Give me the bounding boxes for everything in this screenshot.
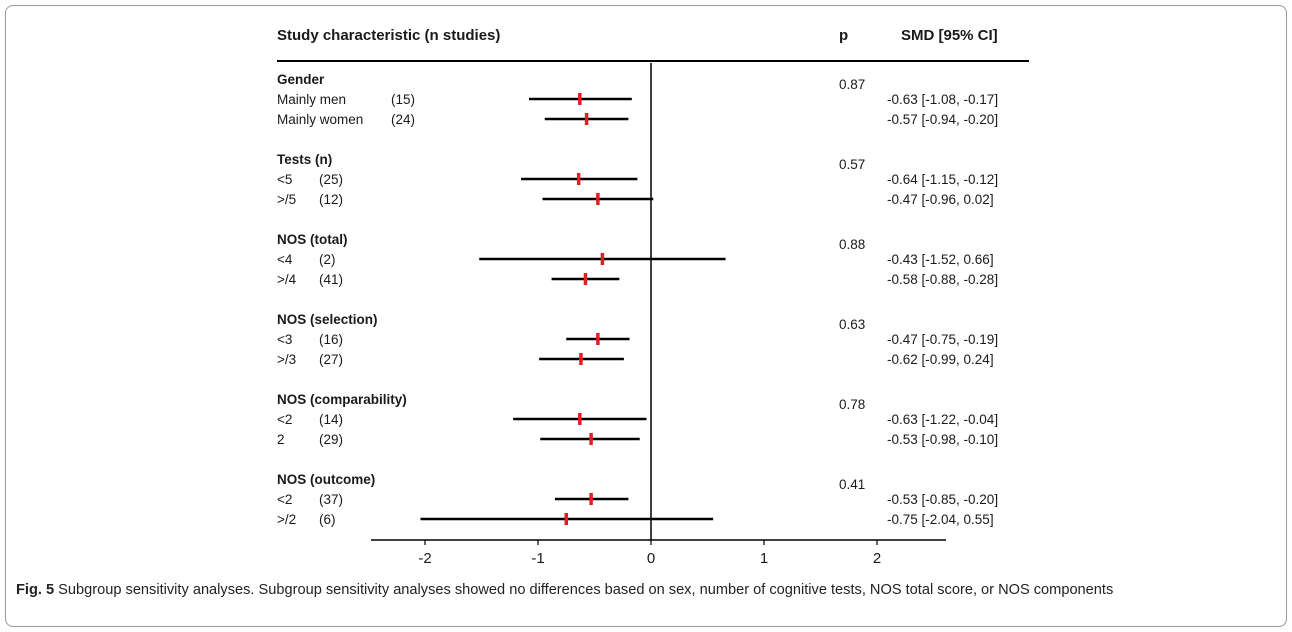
row-label: 2 <box>277 432 285 447</box>
row-smd-ci: -0.43 [-1.52, 0.66] <box>887 252 994 267</box>
row-label: >/3 <box>277 352 296 367</box>
row-label: >/4 <box>277 272 297 287</box>
row-smd-ci: -0.63 [-1.22, -0.04] <box>887 412 998 427</box>
header-characteristic: Study characteristic (n studies) <box>277 27 500 44</box>
subgroup-p-value: 0.88 <box>839 237 865 252</box>
subgroup: Tests (n) 0.57 <5 (25) -0.64 [-1.15, -0.12] >… <box>277 152 998 207</box>
smd-marker <box>589 493 593 505</box>
row-label: <2 <box>277 412 292 427</box>
caption-label: Fig. 5 <box>16 582 55 598</box>
row-label: <5 <box>277 172 292 187</box>
figure-caption: Fig. 5 Subgroup sensitivity analyses. Su… <box>16 580 1274 600</box>
row-n-studies: (37) <box>319 492 343 507</box>
subgroup-title: NOS (comparability) <box>277 392 407 407</box>
row-label: <2 <box>277 492 292 507</box>
row-smd-ci: -0.53 [-0.85, -0.20] <box>887 492 998 507</box>
subgroup-p-value: 0.78 <box>839 397 865 412</box>
row-n-studies: (15) <box>391 92 415 107</box>
x-tick-label: 1 <box>760 550 768 567</box>
subgroup: Gender 0.87 Mainly men (15) -0.63 [-1.08, -0… <box>277 72 998 127</box>
forest-plot: Study characteristic (n studies) p SMD [… <box>277 27 1029 567</box>
figure-frame: Study characteristic (n studies) p SMD [… <box>5 5 1287 627</box>
row-smd-ci: -0.47 [-0.75, -0.19] <box>887 332 998 347</box>
subgroup-title: NOS (total) <box>277 232 348 247</box>
x-tick-label: 0 <box>647 550 655 567</box>
smd-marker <box>583 273 588 285</box>
subgroup: NOS (total) 0.88 <4 (2) -0.43 [-1.52, 0.66] >… <box>277 232 998 287</box>
row-n-studies: (41) <box>319 272 343 287</box>
row-n-studies: (29) <box>319 432 343 447</box>
x-tick-label: -2 <box>418 550 431 567</box>
row-label: Mainly women <box>277 112 363 127</box>
table-header: Study characteristic (n studies) p SMD [… <box>277 27 1029 62</box>
smd-marker <box>584 113 589 125</box>
caption-text: Subgroup sensitivity analyses. Subgroup … <box>58 582 1114 598</box>
row-smd-ci: -0.62 [-0.99, 0.24] <box>887 352 994 367</box>
row-smd-ci: -0.53 [-0.98, -0.10] <box>887 432 998 447</box>
smd-marker <box>578 93 582 105</box>
row-n-studies: (25) <box>319 172 343 187</box>
subgroup: NOS (comparability) 0.78 <2 (14) -0.63 [-1.2… <box>277 392 998 447</box>
row-n-studies: (24) <box>391 112 415 127</box>
subgroup-title: NOS (outcome) <box>277 472 375 487</box>
x-axis: -2 -1 0 1 2 <box>371 63 946 567</box>
smd-marker <box>596 333 600 345</box>
subgroup: NOS (outcome) 0.41 <2 (37) -0.53 [-0.85, -0.… <box>277 472 998 527</box>
subgroup-p-value: 0.57 <box>839 157 865 172</box>
row-label: <4 <box>277 252 293 267</box>
smd-marker <box>589 433 593 445</box>
row-n-studies: (27) <box>319 352 343 367</box>
subgroup-p-value: 0.87 <box>839 77 865 92</box>
row-label: >/5 <box>277 192 296 207</box>
row-smd-ci: -0.57 [-0.94, -0.20] <box>887 112 998 127</box>
header-p: p <box>839 27 848 44</box>
row-label: >/2 <box>277 512 296 527</box>
subgroup: NOS (selection) 0.63 <3 (16) -0.47 [-0.75, -… <box>277 312 998 367</box>
smd-marker <box>596 193 600 205</box>
row-n-studies: (6) <box>319 512 336 527</box>
row-n-studies: (16) <box>319 332 343 347</box>
row-smd-ci: -0.47 [-0.96, 0.02] <box>887 192 994 207</box>
row-n-studies: (2) <box>319 252 336 267</box>
x-tick-label: 2 <box>873 550 881 567</box>
smd-marker <box>579 353 583 365</box>
subgroup-p-value: 0.41 <box>839 477 865 492</box>
row-label: Mainly men <box>277 92 346 107</box>
subgroup-title: Tests (n) <box>277 152 332 167</box>
row-n-studies: (12) <box>319 192 343 207</box>
row-smd-ci: -0.75 [-2.04, 0.55] <box>887 512 994 527</box>
row-n-studies: (14) <box>319 412 343 427</box>
row-smd-ci: -0.64 [-1.15, -0.12] <box>887 172 998 187</box>
row-smd-ci: -0.58 [-0.88, -0.28] <box>887 272 998 287</box>
header-smd: SMD [95% CI] <box>901 27 998 44</box>
smd-marker <box>576 173 581 185</box>
smd-marker <box>578 413 582 425</box>
smd-marker <box>564 513 568 525</box>
x-tick-label: -1 <box>531 550 544 567</box>
smd-marker <box>600 253 605 265</box>
subgroup-title: Gender <box>277 72 325 87</box>
row-label: <3 <box>277 332 292 347</box>
subgroup-rows: Gender 0.87 Mainly men (15) -0.63 [-1.08, -0… <box>277 72 998 527</box>
row-smd-ci: -0.63 [-1.08, -0.17] <box>887 92 998 107</box>
subgroup-p-value: 0.63 <box>839 317 865 332</box>
subgroup-title: NOS (selection) <box>277 312 378 327</box>
